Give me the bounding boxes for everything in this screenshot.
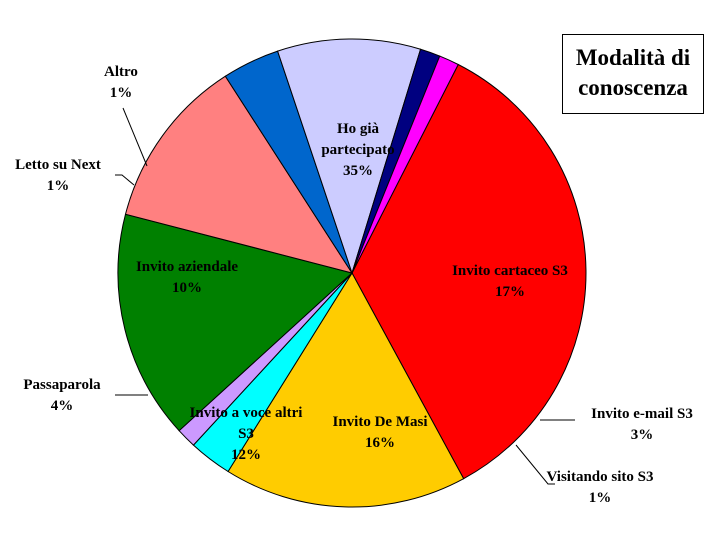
slice-percent-label-2: 3% — [631, 427, 654, 443]
slice-label-0-line-1: partecipato — [321, 142, 394, 158]
chart-title-line-2: conoscenza — [578, 75, 688, 100]
slice-label-5-line-0: Invito a voce altri — [190, 405, 303, 421]
slice-percent-label-9: 1% — [110, 85, 133, 101]
slice-label-1-line-0: Invito cartaceo S3 — [452, 263, 568, 279]
slice-percent-label-5: 12% — [231, 447, 261, 463]
slice-percent-label-7: 10% — [172, 280, 202, 296]
slice-label-6-line-0: Passaparola — [23, 377, 101, 393]
leader-line-9 — [122, 107, 148, 167]
slice-percent-label-0: 35% — [343, 163, 373, 179]
leader-line-8 — [115, 174, 135, 186]
slice-label-9-line-0: Altro — [104, 64, 138, 80]
slice-label-5-line-1: S3 — [238, 426, 254, 442]
slice-percent-label-1: 17% — [495, 284, 525, 300]
slice-percent-label-6: 4% — [51, 398, 74, 414]
chart-title: Modalità di conoscenza — [562, 34, 704, 114]
pie-slice-7 — [276, 38, 422, 275]
pie-slice-0 — [351, 63, 587, 480]
slice-label-7-line-0: Invito aziendale — [136, 259, 238, 275]
slice-label-2-line-0: Invito e-mail S3 — [591, 406, 693, 422]
slice-percent-label-8: 1% — [47, 178, 70, 194]
slice-label-0-line-0: Ho già — [337, 121, 380, 137]
pie-slice-1 — [227, 272, 465, 508]
pie-slice-5 — [124, 75, 354, 274]
pie-slice-4 — [117, 213, 354, 432]
pie-slice-9 — [351, 55, 459, 274]
slice-label-4-line-0: Invito De Masi — [333, 414, 428, 430]
leader-line-3 — [515, 444, 555, 485]
slice-label-8-line-0: Letto su Next — [15, 157, 101, 173]
slice-percent-label-3: 1% — [589, 490, 612, 506]
chart-title-line-1: Modalità di — [575, 45, 691, 70]
slice-label-3-line-0: Visitando sito S3 — [547, 469, 654, 485]
slice-percent-label-4: 16% — [365, 435, 395, 451]
